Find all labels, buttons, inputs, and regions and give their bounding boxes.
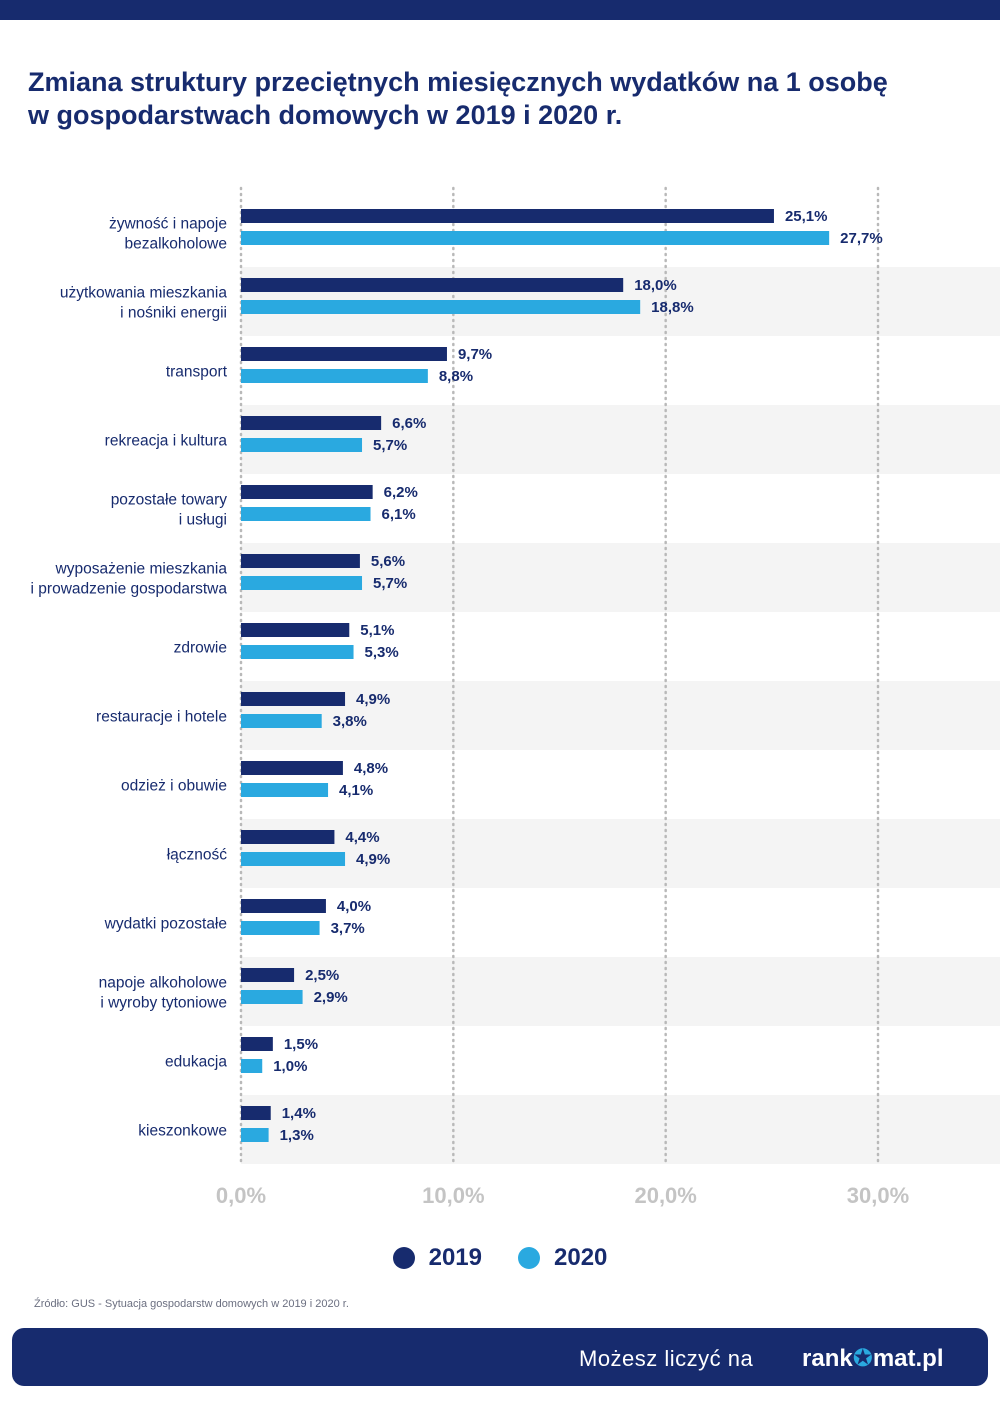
- value-label-2019: 6,6%: [392, 415, 426, 432]
- source-note: Źródło: GUS - Sytuacja gospodarstw domow…: [34, 1298, 349, 1310]
- bar-2020: [241, 714, 322, 728]
- category-label: użytkowania mieszkania i nośniki energii: [60, 285, 228, 322]
- category-label: transport: [166, 364, 228, 381]
- bar-2020: [241, 990, 303, 1004]
- brand-suffix: mat.pl: [872, 1345, 944, 1372]
- value-label-2019: 5,1%: [360, 622, 394, 639]
- category-label: napoje alkoholowe i wyroby tytoniowe: [99, 975, 227, 1012]
- value-label-2019: 18,0%: [634, 277, 677, 294]
- bar-2020: [241, 300, 641, 314]
- brand-logo[interactable]: rank✪mat.pl: [802, 1344, 944, 1373]
- legend: 2019 2020: [0, 1240, 1000, 1276]
- category-label: wydatki pozostałe: [104, 916, 227, 933]
- legend-swatch-2020: [518, 1247, 540, 1269]
- bar-chart: 0,0% 10,0% 20,0% 30,0% żywność i napoje bezal…: [31, 186, 1000, 1208]
- bar-2020: [241, 369, 428, 383]
- category-label: kieszonkowe: [138, 1123, 227, 1140]
- row-band: [241, 1095, 1000, 1164]
- top-bar: [0, 0, 1000, 20]
- legend-item-2020: 2020: [518, 1244, 607, 1272]
- bar-2019: [241, 968, 295, 982]
- footer-bar: [12, 1328, 988, 1386]
- value-label-2020: 1,0%: [273, 1058, 307, 1075]
- value-label-2020: 8,8%: [439, 368, 473, 385]
- row-band: [241, 957, 1000, 1026]
- row-band: [241, 819, 1000, 888]
- value-label-2020: 27,7%: [840, 230, 883, 247]
- value-label-2019: 4,4%: [345, 829, 379, 846]
- value-label-2019: 25,1%: [785, 208, 828, 225]
- value-label-2020: 5,3%: [365, 644, 399, 661]
- chart-title-line-1: Zmiana struktury przeciętnych miesięczny…: [28, 67, 888, 97]
- bar-2019: [241, 347, 447, 361]
- value-label-2020: 2,9%: [314, 989, 348, 1006]
- legend-swatch-2019: [392, 1247, 415, 1269]
- bar-2020: [241, 1059, 263, 1073]
- value-label-2019: 2,5%: [305, 967, 339, 984]
- value-label-2020: 3,7%: [331, 920, 365, 937]
- bar-2019: [241, 209, 774, 223]
- bar-2019: [241, 830, 335, 844]
- bar-2019: [241, 1106, 271, 1120]
- x-tick-label: 20,0%: [634, 1183, 696, 1208]
- value-label-2019: 4,0%: [337, 898, 371, 915]
- bar-2019: [241, 761, 343, 775]
- category-label: zdrowie: [174, 640, 227, 657]
- row-band: [241, 543, 1000, 612]
- value-label-2019: 5,6%: [371, 553, 405, 570]
- bar-2020: [241, 231, 830, 245]
- bar-2019: [241, 485, 373, 499]
- bar-2020: [241, 921, 320, 935]
- chart-title-line-2: w gospodarstwach domowych w 2019 i 2020 …: [28, 100, 623, 130]
- legend-label-2019: 2019: [428, 1244, 482, 1271]
- bar-2020: [241, 783, 329, 797]
- value-label-2020: 1,3%: [280, 1127, 314, 1144]
- category-label: odzież i obuwie: [121, 778, 227, 795]
- bar-2020: [241, 852, 346, 866]
- value-label-2020: 18,8%: [651, 299, 694, 316]
- bar-2019: [241, 1037, 273, 1051]
- bar-2019: [241, 899, 326, 913]
- category-label: pozostałe towary i usługi: [111, 492, 228, 529]
- value-label-2019: 1,4%: [282, 1105, 316, 1122]
- value-label-2020: 4,9%: [356, 851, 390, 868]
- value-label-2020: 4,1%: [339, 782, 373, 799]
- x-tick-label: 10,0%: [422, 1183, 484, 1208]
- value-label-2019: 6,2%: [384, 484, 418, 501]
- x-tick-label: 30,0%: [847, 1183, 909, 1208]
- legend-item-2019: 2019: [392, 1244, 482, 1272]
- brand-star-icon: ✪: [852, 1345, 873, 1372]
- category-label: żywność i napoje bezalkoholowe: [109, 216, 227, 253]
- value-label-2020: 3,8%: [333, 713, 367, 730]
- bar-2020: [241, 645, 354, 659]
- bar-2020: [241, 1128, 269, 1142]
- bar-2019: [241, 278, 624, 292]
- value-label-2020: 5,7%: [373, 575, 407, 592]
- value-label-2020: 6,1%: [382, 506, 416, 523]
- row-band: [241, 681, 1000, 750]
- footer-tagline: Możesz liczyć na: [579, 1346, 754, 1371]
- bar-2019: [241, 554, 360, 568]
- category-label: wyposażenie mieszkania i prowadzenie gosp…: [31, 561, 228, 598]
- brand-prefix: rank: [802, 1345, 853, 1372]
- value-label-2020: 5,7%: [373, 437, 407, 454]
- x-tick-label: 0,0%: [216, 1183, 266, 1208]
- legend-label-2020: 2020: [554, 1244, 608, 1271]
- bar-2019: [241, 692, 346, 706]
- value-label-2019: 1,5%: [284, 1036, 318, 1053]
- category-label: restauracje i hotele: [96, 709, 227, 726]
- bar-2020: [241, 438, 363, 452]
- chart-title: Zmiana struktury przeciętnych miesięczny…: [28, 66, 978, 132]
- bar-2020: [241, 507, 371, 521]
- category-label: edukacja: [165, 1054, 227, 1071]
- bar-2019: [241, 623, 350, 637]
- value-label-2019: 9,7%: [458, 346, 492, 363]
- bar-2020: [241, 576, 363, 590]
- bar-2019: [241, 416, 382, 430]
- category-label: rekreacja i kultura: [105, 433, 228, 450]
- value-label-2019: 4,8%: [354, 760, 388, 777]
- category-label: łączność: [167, 847, 228, 864]
- value-label-2019: 4,9%: [356, 691, 390, 708]
